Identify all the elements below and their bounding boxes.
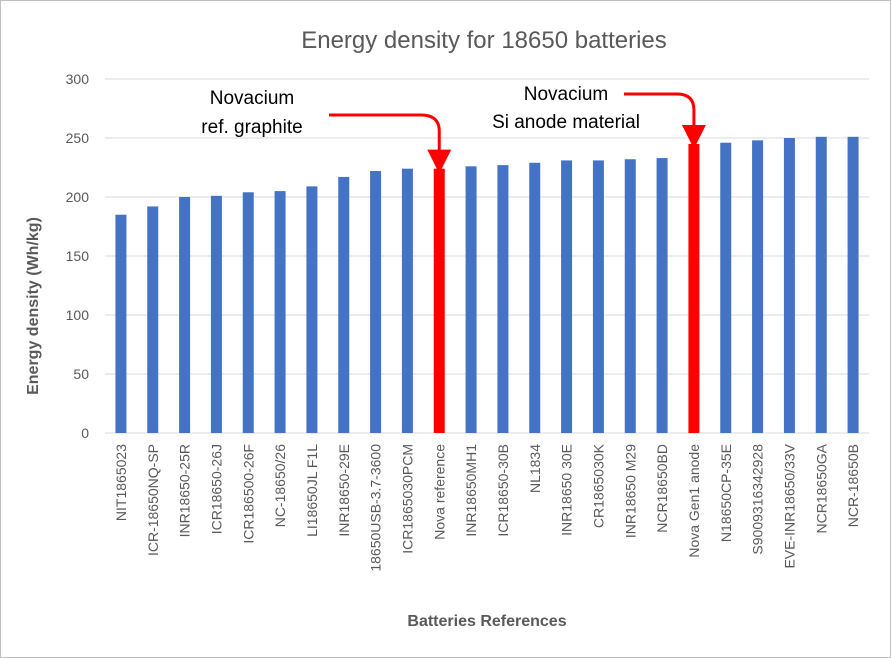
annotation-text: Novacium — [210, 88, 294, 109]
bar — [529, 162, 541, 433]
bar — [274, 191, 286, 433]
bar — [147, 206, 159, 433]
x-tick-label: LI18650JL F1L — [304, 444, 320, 537]
x-tick-label: INR18650-25R — [177, 444, 193, 537]
bar — [210, 195, 222, 433]
x-tick-label: NCR-18650B — [845, 444, 861, 527]
bar — [179, 197, 191, 433]
x-tick-label: INR18650 M29 — [622, 444, 638, 538]
y-tick-label: 250 — [66, 130, 90, 146]
x-tick-label: ICR18650-26J — [208, 444, 224, 534]
bar — [465, 166, 477, 433]
bar — [401, 168, 413, 433]
annotation-text: Novacium — [524, 84, 608, 105]
x-tick-label: ICR186500-26F — [240, 444, 256, 544]
bar — [592, 160, 604, 434]
x-tick-label: ICR-18650NQ-SP — [145, 444, 161, 556]
y-tick-label: 0 — [81, 425, 89, 441]
x-tick-label: NCR18650BD — [654, 444, 670, 533]
x-tick-label: Nova reference — [431, 444, 447, 540]
y-tick-label: 150 — [66, 248, 90, 264]
x-tick-label: INR18650MH1 — [463, 444, 479, 537]
x-tick-label: NIT1865023 — [113, 444, 129, 521]
bar — [561, 160, 573, 434]
x-tick-label: INR18650-29E — [336, 444, 352, 537]
y-tick-label: 300 — [66, 71, 90, 87]
x-tick-label: ICR18650-30B — [495, 444, 511, 537]
bar — [370, 171, 382, 434]
y-tick-label: 50 — [73, 366, 89, 382]
bar — [242, 192, 254, 433]
bar — [306, 186, 318, 433]
x-axis-label: Batteries References — [407, 613, 566, 630]
gridlines — [105, 78, 869, 434]
x-tick-label: S9009316342928 — [750, 444, 766, 555]
bar — [115, 214, 127, 433]
chart-title: Energy density for 18650 batteries — [301, 27, 667, 54]
y-tick-label: 200 — [66, 189, 90, 205]
x-tick-label: NL1834 — [527, 444, 543, 493]
bars — [115, 136, 859, 434]
y-axis-label: Energy density (Wh/kg) — [25, 217, 42, 395]
bar-highlighted — [688, 143, 700, 433]
y-axis-ticks: 0 50 100 150 200 250 300 — [66, 71, 90, 441]
annotation-text: Si anode material — [492, 112, 640, 133]
bar — [497, 165, 509, 433]
bar — [752, 140, 764, 434]
bar — [815, 136, 827, 433]
bar-highlighted — [433, 168, 445, 433]
x-tick-label: NC-18650/26 — [272, 444, 288, 527]
x-axis-ticks: NIT1865023 ICR-18650NQ-SP INR18650-25R ICR1… — [113, 443, 861, 571]
annotations: Novacium ref. graphite Novacium Si anode ma… — [201, 84, 706, 174]
x-tick-label: Nova Gen1 anode — [686, 444, 702, 558]
bar — [783, 138, 795, 433]
x-tick-label: INR18650 30E — [559, 444, 575, 536]
annotation-arrow — [624, 92, 706, 149]
bar — [338, 176, 350, 433]
annotation-arrow — [329, 113, 452, 174]
bar — [720, 142, 732, 433]
x-tick-label: ICR1865030PCM — [399, 444, 415, 554]
x-tick-label: NCR18650GA — [813, 443, 829, 533]
bar — [656, 158, 668, 433]
annotation-text: ref. graphite — [201, 117, 302, 138]
x-tick-label: 18650USB-3.7-3600 — [368, 444, 384, 572]
bar — [847, 136, 859, 433]
x-tick-label: CR1865030K — [590, 443, 606, 528]
bar — [624, 159, 636, 434]
y-tick-label: 100 — [66, 307, 90, 323]
x-tick-label: EVE-INR18650/33V — [781, 443, 797, 568]
x-tick-label: N18650CP-35E — [718, 444, 734, 542]
